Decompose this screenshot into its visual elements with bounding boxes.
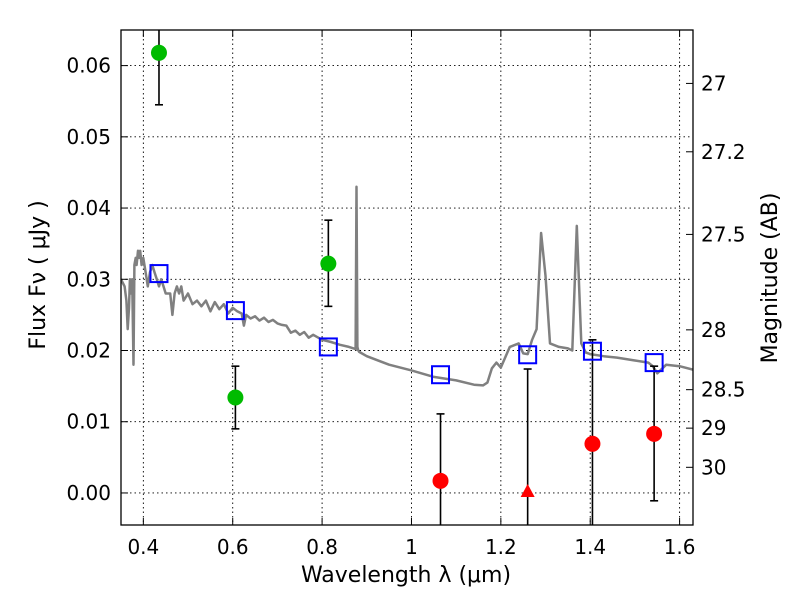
detections-point (227, 389, 244, 406)
tick-labels: 0.4 0.6 0.8 1 1.2 1.4 1.6 0.00 0.01 0.02 0.03 0.04 0… (66, 54, 745, 559)
right-tick-label: 28 (701, 318, 726, 342)
model-photometry-point (644, 353, 664, 373)
y-tick-label: 0.01 (66, 410, 111, 434)
grid-lines (121, 30, 693, 525)
non-detections-point (432, 472, 449, 489)
x-axis-label: Wavelength λ (μm) (301, 563, 511, 588)
non-detections-point (584, 435, 601, 452)
y-tick-label: 0.00 (66, 481, 111, 505)
right-axis-label: Magnitude (AB) (758, 193, 783, 364)
x-tick-label: 0.4 (127, 535, 159, 559)
x-tick-label: 1 (405, 535, 418, 559)
right-tick-label: 27 (701, 71, 726, 95)
y-tick-label: 0.06 (66, 54, 111, 78)
y-tick-label: 0.02 (66, 339, 111, 363)
x-tick-label: 0.8 (306, 535, 338, 559)
right-tick-label: 27.2 (701, 140, 746, 164)
model-photometry-point (149, 264, 169, 284)
y-tick-label: 0.03 (66, 267, 111, 291)
detections-point (150, 44, 167, 61)
model-photometry-point (518, 345, 538, 365)
right-tick-label: 27.5 (701, 222, 746, 246)
x-tick-label: 1.4 (574, 535, 606, 559)
axis-ticks (121, 30, 693, 525)
error-bars (154, 30, 659, 525)
y-tick-label: 0.04 (66, 196, 111, 220)
x-tick-label: 1.2 (485, 535, 517, 559)
plot-frame (120, 29, 694, 526)
x-tick-label: 0.6 (217, 535, 249, 559)
right-tick-label: 28.5 (701, 378, 746, 402)
y-axis-label: Flux Fν ( μJy ) (26, 200, 51, 349)
detections-point (320, 255, 337, 272)
model-photometry-point (318, 337, 338, 357)
sed-line (121, 185, 693, 387)
x-tick-label: 1.6 (664, 535, 696, 559)
data-markers (149, 44, 664, 497)
model-sed-layer (121, 185, 693, 387)
y-tick-label: 0.05 (66, 125, 111, 149)
right-tick-label: 29 (701, 416, 726, 440)
model-photometry-point (582, 341, 602, 361)
non-detections-point (646, 425, 663, 442)
model-photometry-point (225, 301, 245, 321)
model-photometry-point (431, 365, 451, 385)
right-tick-label: 30 (701, 455, 726, 479)
upper-limit-point (520, 483, 535, 497)
